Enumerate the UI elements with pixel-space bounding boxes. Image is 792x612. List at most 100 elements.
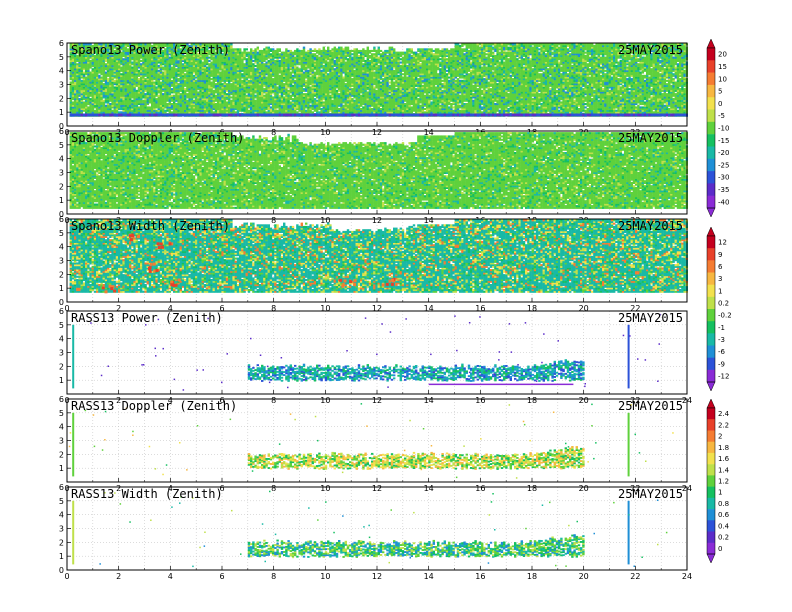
data-cell	[81, 80, 83, 82]
data-cell	[327, 47, 329, 49]
data-cell	[303, 88, 305, 90]
data-cell	[314, 72, 316, 74]
data-cell	[92, 68, 94, 70]
data-cell	[118, 111, 120, 113]
data-cell	[265, 47, 267, 49]
data-cell	[320, 108, 322, 110]
data-cell	[72, 101, 74, 103]
data-cell	[323, 65, 325, 67]
data-cell	[221, 83, 223, 85]
data-cell	[314, 53, 316, 55]
data-cell	[109, 103, 111, 105]
data-cell	[248, 52, 250, 54]
data-cell	[309, 105, 311, 107]
data-cell	[307, 50, 309, 52]
data-cell	[257, 47, 259, 49]
data-cell	[265, 111, 267, 113]
data-cell	[166, 103, 168, 105]
data-cell	[89, 72, 91, 74]
data-cell	[268, 60, 270, 62]
data-cell	[296, 111, 298, 113]
data-cell	[320, 50, 322, 52]
data-cell	[171, 80, 173, 82]
data-cell	[257, 52, 259, 54]
data-cell	[320, 70, 322, 72]
data-cell	[219, 72, 221, 74]
data-cell	[296, 67, 298, 69]
data-cell	[334, 68, 336, 70]
data-cell	[312, 111, 314, 113]
data-cell	[334, 60, 336, 62]
data-cell	[85, 77, 87, 79]
data-cell	[329, 50, 331, 52]
data-cell	[184, 73, 186, 75]
data-cell	[230, 100, 232, 102]
data-cell	[89, 60, 91, 62]
data-cell	[193, 100, 195, 102]
data-cell	[283, 83, 285, 85]
data-cell	[305, 93, 307, 95]
data-cell	[78, 98, 80, 100]
data-cell	[173, 95, 175, 97]
data-cell	[83, 72, 85, 74]
data-cell	[327, 73, 329, 75]
data-cell	[230, 43, 232, 45]
data-cell	[155, 86, 157, 88]
data-cell	[276, 110, 278, 112]
data-cell	[100, 77, 102, 79]
data-cell	[316, 55, 318, 57]
data-cell	[283, 96, 285, 98]
data-cell	[182, 63, 184, 65]
data-cell	[138, 70, 140, 72]
data-cell	[153, 82, 155, 84]
data-cell	[290, 50, 292, 52]
data-cell	[162, 93, 164, 95]
data-cell	[316, 77, 318, 79]
data-cell	[246, 58, 248, 60]
data-cell	[76, 63, 78, 65]
data-cell	[155, 110, 157, 112]
data-cell	[239, 48, 241, 50]
data-cell	[254, 48, 256, 50]
data-cell	[230, 96, 232, 98]
data-cell	[140, 60, 142, 62]
data-cell	[114, 86, 116, 88]
data-cell	[246, 48, 248, 50]
data-cell	[105, 72, 107, 74]
data-cell	[279, 60, 281, 62]
data-cell	[312, 53, 314, 55]
data-cell	[215, 83, 217, 85]
data-cell	[171, 111, 173, 113]
data-cell	[327, 62, 329, 64]
data-cell	[323, 47, 325, 49]
data-cell	[208, 60, 210, 62]
data-cell	[294, 57, 296, 59]
data-cell	[314, 98, 316, 100]
data-cell	[215, 103, 217, 105]
data-cell	[305, 110, 307, 112]
data-cell	[94, 110, 96, 112]
data-cell	[164, 110, 166, 112]
data-cell	[290, 101, 292, 103]
data-cell	[323, 101, 325, 103]
data-cell	[193, 75, 195, 77]
data-cell	[171, 88, 173, 90]
data-cell	[254, 68, 256, 70]
data-cell	[210, 78, 212, 80]
data-cell	[279, 53, 281, 55]
data-cell	[263, 48, 265, 50]
data-cell	[250, 48, 252, 50]
data-cell	[171, 103, 173, 105]
data-cell	[210, 62, 212, 64]
data-cell	[235, 48, 237, 50]
data-cell	[186, 93, 188, 95]
data-cell	[318, 48, 320, 50]
data-cell	[226, 93, 228, 95]
data-cell	[243, 63, 245, 65]
data-cell	[210, 82, 212, 84]
data-cell	[120, 73, 122, 75]
data-cell	[276, 48, 278, 50]
data-cell	[171, 95, 173, 97]
data-cell	[171, 67, 173, 69]
data-cell	[111, 110, 113, 112]
